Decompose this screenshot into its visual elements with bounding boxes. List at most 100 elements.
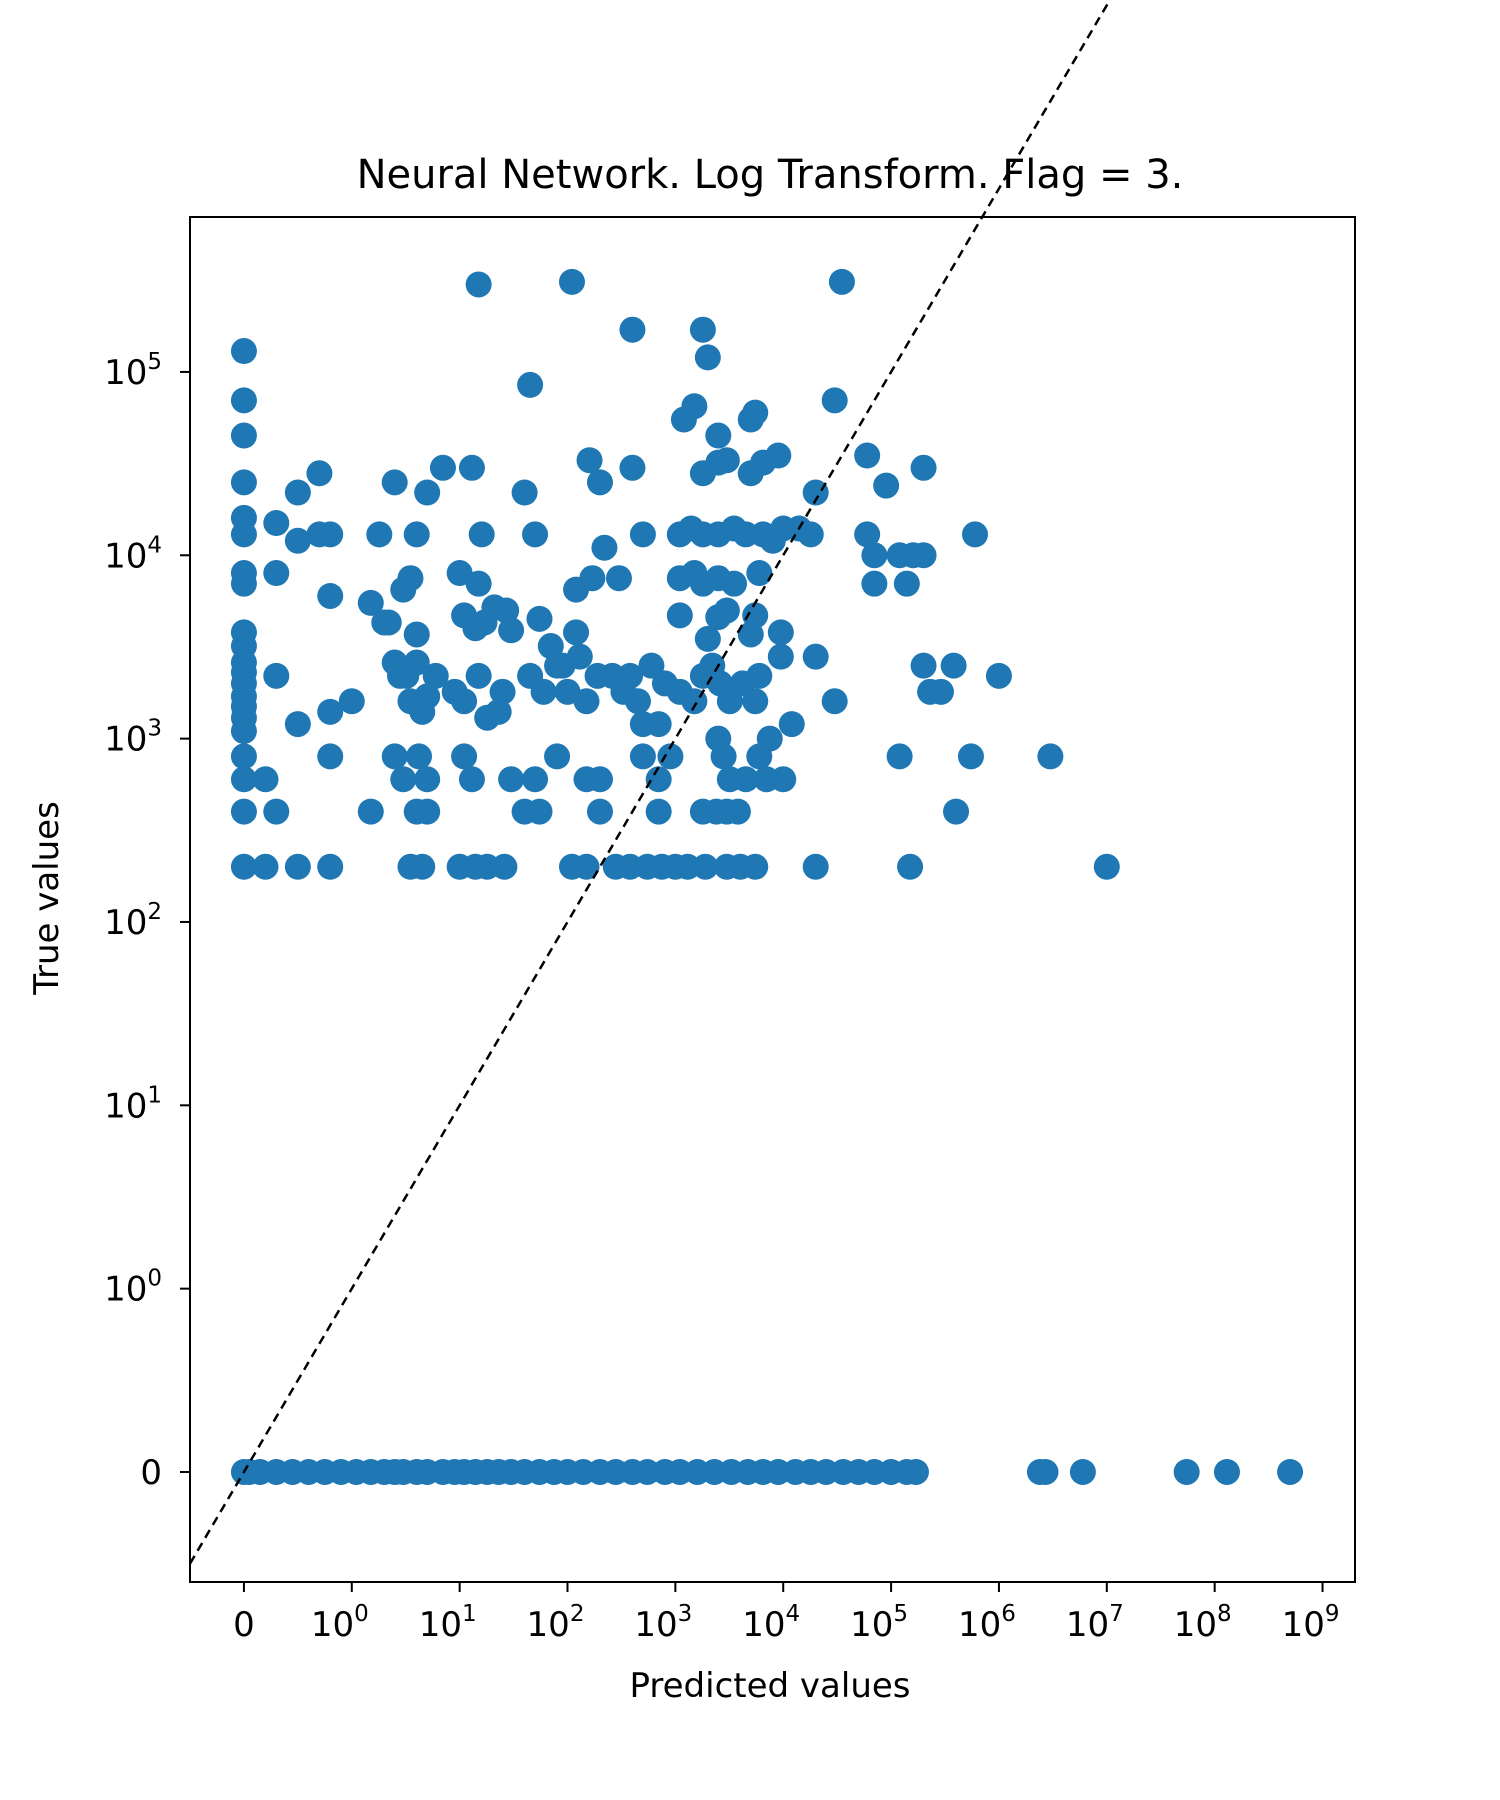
scatter-point	[629, 743, 656, 770]
scatter-point	[638, 652, 665, 679]
scatter-point	[756, 725, 783, 752]
scatter-point	[710, 743, 737, 770]
scatter-point	[406, 743, 433, 770]
scatter-point	[230, 422, 257, 449]
x-tick-label-exponent: 6	[1001, 1601, 1016, 1627]
scatter-point	[317, 698, 344, 725]
scatter-point	[458, 766, 485, 793]
scatter-point	[468, 521, 495, 548]
scatter-point	[617, 662, 644, 689]
scatter-point	[591, 534, 618, 561]
scatter-point	[230, 521, 257, 548]
scatter-point	[263, 510, 290, 536]
scatter-point	[451, 688, 478, 715]
y-tick-label: 103	[104, 716, 162, 760]
scatter-point	[422, 662, 449, 689]
scatter-point	[526, 798, 553, 825]
scatter-point	[465, 271, 492, 298]
scatter-point	[317, 521, 344, 548]
scatter-point	[390, 576, 417, 603]
scatter-point	[737, 621, 764, 648]
x-tick-label-base: 10	[1066, 1605, 1109, 1645]
y-tick-label: 102	[104, 899, 162, 943]
y-tick-label-base: 0	[140, 1453, 162, 1493]
scatter-point	[511, 479, 538, 506]
scatter-point	[414, 798, 441, 825]
x-tick-label: 0	[233, 1605, 255, 1645]
scatter-point	[666, 602, 693, 629]
scatter-point	[306, 460, 333, 487]
scatter-point	[645, 711, 672, 738]
scatter-point	[446, 560, 473, 587]
x-tick-label-base: 10	[634, 1605, 677, 1645]
scatter-point	[230, 718, 257, 745]
scatter-point	[746, 560, 773, 587]
scatter-point	[317, 582, 344, 609]
scatter-point	[366, 521, 393, 548]
scatter-point	[357, 798, 384, 825]
scatter-point	[563, 619, 590, 646]
scatter-point	[230, 387, 257, 414]
scatter-point	[230, 469, 257, 496]
scatter-point	[724, 798, 751, 825]
scatter-point	[619, 316, 646, 343]
scatter-point	[230, 560, 257, 587]
scatter-point	[230, 338, 257, 365]
scatter-point	[746, 662, 773, 689]
scatter-point	[573, 853, 600, 880]
x-tick-label-base: 10	[419, 1605, 462, 1645]
identity-reference-line	[188, 0, 1112, 1565]
scatter-point	[778, 711, 805, 738]
scatter-point	[985, 662, 1012, 689]
scatter-point	[742, 853, 769, 880]
scatter-point	[910, 454, 937, 481]
scatter-point	[403, 521, 430, 548]
scatter-point	[1093, 853, 1120, 880]
scatter-point	[927, 678, 954, 705]
y-tick-label: 0	[140, 1453, 162, 1493]
y-axis-label: True values	[27, 801, 67, 996]
scatter-point	[284, 853, 311, 880]
scatter-point	[489, 678, 516, 705]
scatter-point	[566, 643, 593, 670]
y-tick-label: 105	[104, 349, 162, 393]
scatter-point	[854, 521, 881, 548]
scatter-point	[579, 565, 606, 592]
scatter-point	[1213, 1458, 1240, 1485]
scatter-point	[886, 743, 913, 770]
scatter-point	[252, 766, 279, 793]
scatter-point	[357, 589, 384, 616]
scatter-point	[403, 621, 430, 648]
scatter-point	[230, 766, 257, 793]
scatter-point	[1069, 1458, 1096, 1485]
x-tick-label: 100	[311, 1601, 369, 1645]
y-tick-label-exponent: 4	[147, 532, 162, 558]
points-layer	[230, 268, 1304, 1485]
x-tick-label: 102	[527, 1601, 585, 1645]
scatter-point	[498, 766, 525, 793]
scatter-point	[893, 570, 920, 597]
scatter-point	[713, 447, 740, 474]
scatter-point	[657, 743, 684, 770]
scatter-point	[230, 853, 257, 880]
scatter-point	[742, 399, 769, 426]
scatter-point	[338, 688, 365, 715]
scatter-point	[414, 479, 441, 506]
scatter-point	[732, 766, 759, 793]
scatter-point	[263, 560, 290, 587]
scatter-point	[624, 688, 651, 715]
scatter-point	[821, 688, 848, 715]
scatter-point	[491, 853, 518, 880]
scatter-point	[765, 442, 792, 469]
x-tick-label-exponent: 0	[354, 1601, 369, 1627]
scatter-point	[493, 597, 520, 624]
scatter-point	[451, 743, 478, 770]
scatter-point	[694, 625, 721, 652]
scatter-point	[381, 743, 408, 770]
scatter-point	[861, 570, 888, 597]
y-tick-label-base: 10	[104, 353, 147, 393]
x-tick-label-exponent: 1	[462, 1601, 477, 1627]
scatter-point	[403, 649, 430, 676]
scatter-point	[767, 619, 794, 646]
